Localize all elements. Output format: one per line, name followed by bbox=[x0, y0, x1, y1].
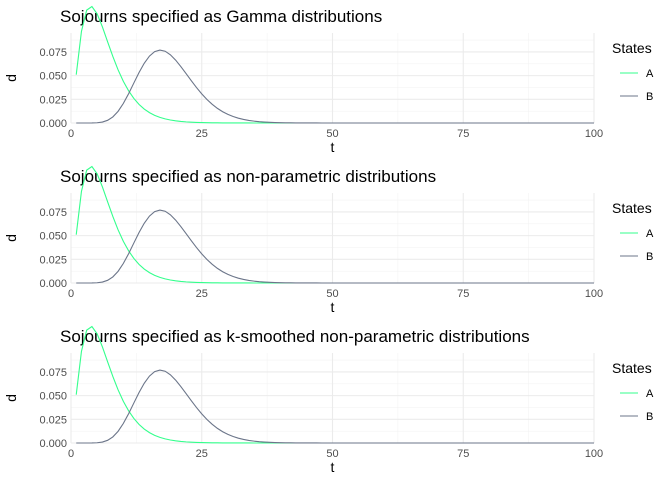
x-tick-label: 25 bbox=[196, 288, 208, 300]
y-tick-label: 0.075 bbox=[39, 47, 67, 59]
x-tick-label: 25 bbox=[196, 448, 208, 460]
legend: States AB bbox=[612, 360, 654, 423]
legend-title: States bbox=[612, 200, 652, 216]
y-tick-label: 0.025 bbox=[39, 254, 67, 266]
legend-label-a: A bbox=[646, 68, 654, 80]
legend: States AB bbox=[612, 200, 654, 263]
y-tick-label: 0.025 bbox=[39, 414, 67, 426]
legend-label-a: A bbox=[646, 388, 654, 400]
x-tick-label: 0 bbox=[68, 448, 74, 460]
chart-panel-3: Sojourns specified as k-smoothed non-par… bbox=[3, 325, 654, 475]
y-axis-title: d bbox=[3, 74, 19, 82]
x-tick-label: 25 bbox=[196, 128, 208, 140]
legend-label-b: B bbox=[646, 251, 653, 263]
x-tick-label: 75 bbox=[457, 288, 469, 300]
y-tick-label: 0.000 bbox=[39, 118, 67, 130]
gridlines bbox=[70, 33, 595, 124]
x-tick-label: 0 bbox=[68, 128, 74, 140]
y-tick-label: 0.050 bbox=[39, 231, 67, 243]
x-axis-title: t bbox=[331, 299, 335, 315]
legend: States AB bbox=[612, 40, 654, 103]
panel-title: Sojourns specified as non-parametric dis… bbox=[60, 167, 436, 186]
y-tick-label: 0.000 bbox=[39, 278, 67, 290]
legend-title: States bbox=[612, 40, 652, 56]
x-tick-label: 100 bbox=[585, 288, 603, 300]
x-axis-title: t bbox=[331, 139, 335, 155]
panel-title: Sojourns specified as k-smoothed non-par… bbox=[60, 327, 530, 346]
y-axis-title: d bbox=[3, 394, 19, 402]
y-tick-label: 0.075 bbox=[39, 207, 67, 219]
x-tick-label: 50 bbox=[326, 288, 338, 300]
chart-panel-2: Sojourns specified as non-parametric dis… bbox=[3, 165, 654, 315]
legend-label-b: B bbox=[646, 411, 653, 423]
x-axis-title: t bbox=[331, 459, 335, 475]
y-tick-label: 0.050 bbox=[39, 71, 67, 83]
x-tick-label: 100 bbox=[585, 128, 603, 140]
series-line-b bbox=[76, 49, 594, 124]
gridlines bbox=[70, 193, 595, 284]
y-axis-title: d bbox=[3, 234, 19, 242]
y-tick-label: 0.000 bbox=[39, 438, 67, 450]
x-tick-label: 75 bbox=[457, 448, 469, 460]
x-tick-label: 50 bbox=[326, 448, 338, 460]
x-tick-label: 0 bbox=[68, 288, 74, 300]
series-line-b bbox=[76, 209, 594, 284]
legend-label-a: A bbox=[646, 228, 654, 240]
panel-title: Sojourns specified as Gamma distribution… bbox=[60, 7, 382, 26]
chart-panel-1: Sojourns specified as Gamma distribution… bbox=[3, 5, 654, 155]
gridlines bbox=[70, 353, 595, 444]
series-line-b bbox=[76, 369, 594, 444]
x-tick-label: 50 bbox=[326, 128, 338, 140]
y-tick-label: 0.050 bbox=[39, 391, 67, 403]
legend-label-b: B bbox=[646, 91, 653, 103]
x-tick-label: 75 bbox=[457, 128, 469, 140]
legend-title: States bbox=[612, 360, 652, 376]
y-tick-label: 0.075 bbox=[39, 367, 67, 379]
y-tick-label: 0.025 bbox=[39, 94, 67, 106]
x-tick-label: 100 bbox=[585, 448, 603, 460]
